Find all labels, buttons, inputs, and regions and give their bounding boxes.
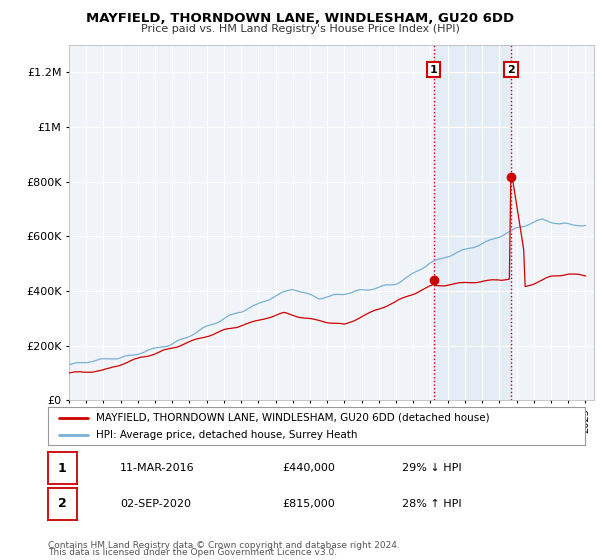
Text: 2: 2 [507,65,515,74]
Text: 29% ↓ HPI: 29% ↓ HPI [402,464,461,473]
Text: MAYFIELD, THORNDOWN LANE, WINDLESHAM, GU20 6DD (detached house): MAYFIELD, THORNDOWN LANE, WINDLESHAM, GU… [97,413,490,423]
Text: £815,000: £815,000 [282,499,335,508]
Text: Contains HM Land Registry data © Crown copyright and database right 2024.: Contains HM Land Registry data © Crown c… [48,541,400,550]
Text: £440,000: £440,000 [282,464,335,473]
Text: 02-SEP-2020: 02-SEP-2020 [120,499,191,508]
Text: 1: 1 [58,462,67,475]
Text: HPI: Average price, detached house, Surrey Heath: HPI: Average price, detached house, Surr… [97,430,358,440]
Text: 2: 2 [58,497,67,510]
Text: 11-MAR-2016: 11-MAR-2016 [120,464,194,473]
Text: 1: 1 [430,65,437,74]
Text: 28% ↑ HPI: 28% ↑ HPI [402,499,461,508]
Text: Price paid vs. HM Land Registry's House Price Index (HPI): Price paid vs. HM Land Registry's House … [140,24,460,34]
Text: MAYFIELD, THORNDOWN LANE, WINDLESHAM, GU20 6DD: MAYFIELD, THORNDOWN LANE, WINDLESHAM, GU… [86,12,514,25]
Text: This data is licensed under the Open Government Licence v3.0.: This data is licensed under the Open Gov… [48,548,337,557]
Bar [434,45,511,400]
